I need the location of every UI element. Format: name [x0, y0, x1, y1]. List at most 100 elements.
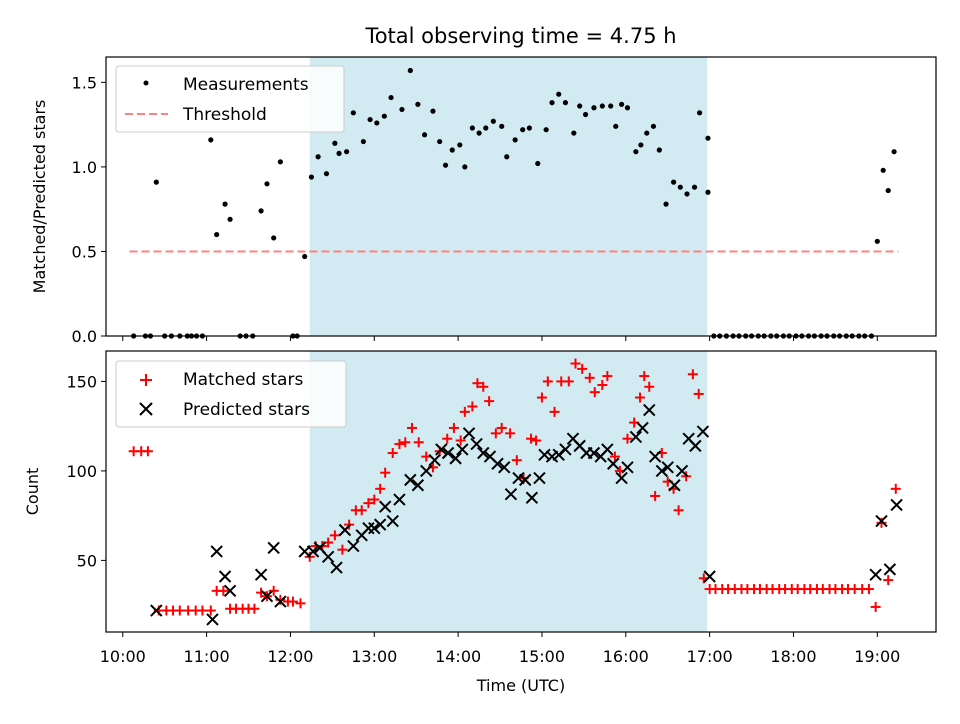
measurement-point: [535, 160, 541, 167]
measurement-point: [332, 140, 338, 146]
predicted-star-point: [218, 570, 232, 583]
ratio-legend: Measurements Threshold: [115, 65, 345, 133]
ratio-y-axis-label: Matched/Predicted stars: [30, 100, 49, 294]
predicted-star-point: [636, 421, 649, 435]
measurement-point: [308, 174, 315, 180]
predicted-star-point: [675, 464, 689, 478]
matched-star-point: [673, 505, 684, 516]
predicted-star-point: [449, 452, 462, 465]
measurement-point: [582, 111, 589, 118]
matched-star-point: [295, 598, 306, 609]
measurement-point: [613, 123, 619, 129]
measurement-point: [271, 235, 277, 241]
measurement-point: [490, 118, 496, 124]
matched-star-point: [644, 381, 655, 392]
matched-star-point: [394, 439, 405, 450]
matched-star-point: [549, 406, 560, 417]
x-tick-label: 14:00: [435, 647, 481, 666]
predicted-star-point: [587, 446, 601, 460]
matched-star-point: [337, 544, 348, 555]
matched-star-point: [407, 422, 418, 433]
matched-star-point: [421, 451, 432, 462]
measurement-point: [277, 159, 283, 165]
predicted-star-point: [504, 487, 518, 501]
matched-star-point: [375, 483, 386, 494]
predicted-star-point: [274, 595, 287, 608]
measurement-point: [520, 127, 526, 133]
predicted-star-point: [378, 500, 392, 513]
matched-star-point: [870, 601, 881, 612]
measurement-point: [663, 201, 669, 207]
predicted-star-point: [260, 589, 274, 603]
matched-star-point: [622, 433, 633, 444]
predicted-star-point: [368, 521, 381, 535]
legend-predicted-stars: Predicted stars: [183, 400, 310, 420]
measurement-point: [449, 147, 455, 153]
predicted-star-point: [661, 461, 674, 474]
measurement-point: [476, 130, 482, 136]
x-tick-label: 16:00: [603, 647, 649, 666]
predicted-star-point: [462, 427, 476, 440]
predicted-star-point: [559, 443, 572, 456]
measurement-point: [891, 149, 897, 155]
predicted-star-point: [150, 604, 163, 617]
measurement-point: [608, 103, 614, 109]
matched-star-point: [597, 380, 608, 391]
predicted-star-point: [393, 493, 406, 506]
predicted-star-point: [875, 514, 888, 528]
matched-star-point: [413, 437, 424, 448]
predicted-star-point: [491, 457, 504, 470]
measurement-point: [399, 106, 405, 113]
measurement-point: [227, 216, 233, 222]
predicted-star-point: [689, 439, 702, 453]
measurement-point: [591, 105, 597, 111]
measurement-point: [430, 108, 436, 114]
measurement-point: [367, 116, 373, 123]
ratio-ytick-label: 0.0: [72, 327, 97, 346]
legend-threshold: Threshold: [182, 105, 267, 125]
measurement-point: [526, 125, 532, 131]
predicted-star-point: [362, 521, 375, 535]
predicted-star-point: [533, 471, 546, 485]
matched-star-point: [577, 363, 588, 374]
predicted-star-point: [601, 443, 614, 456]
measurement-point: [571, 130, 577, 136]
measurement-point: [696, 110, 703, 116]
predicted-star-point: [498, 461, 511, 474]
measurement-point: [644, 130, 650, 136]
measurement-point: [670, 179, 677, 185]
predicted-star-point: [223, 584, 237, 598]
measurement-point: [350, 110, 356, 116]
measurement-point: [512, 137, 518, 143]
matched-star-point: [505, 428, 516, 439]
measurement-point: [302, 253, 308, 260]
predicted-star-point: [254, 568, 268, 581]
x-tick-label: 18:00: [770, 647, 816, 666]
matched-star-point: [687, 369, 698, 380]
matched-star-point: [542, 376, 553, 387]
predicted-star-point: [420, 464, 433, 478]
matched-star-point: [890, 483, 901, 494]
count-axes-frame: [105, 350, 937, 633]
predicted-star-point: [477, 446, 490, 460]
measurement-point: [415, 101, 421, 107]
ratio-ytick-label: 1.0: [72, 158, 97, 177]
measurement-point: [633, 149, 639, 155]
predicted-star-point: [629, 430, 643, 444]
measurement-point: [656, 147, 662, 153]
predicted-star-point: [643, 403, 656, 417]
x-tick-label: 15:00: [519, 647, 565, 666]
matched-star-point: [275, 594, 286, 605]
matched-star-point: [589, 387, 600, 398]
x-tick-label: 12:00: [267, 647, 313, 666]
ratio-panel: 0.0 0.5 1.0 1.5 Matched/Predicted stars Mea…: [30, 56, 937, 346]
measurement-point: [315, 154, 321, 160]
matched-star-point: [863, 584, 874, 595]
matched-star-point: [363, 498, 374, 509]
legend-measurement-marker: [143, 80, 149, 86]
matched-star-point: [356, 505, 367, 516]
matched-star-point: [602, 371, 613, 382]
predicted-star-point: [538, 448, 551, 462]
matched-star-point: [455, 435, 466, 446]
